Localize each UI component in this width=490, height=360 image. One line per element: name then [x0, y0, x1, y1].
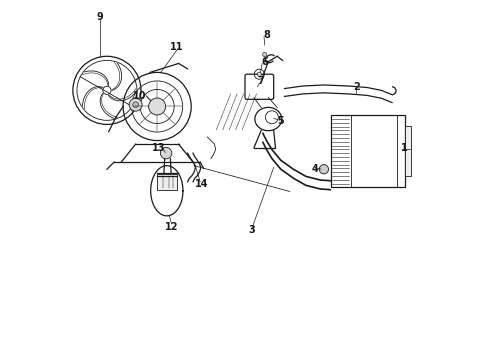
Text: 14: 14 — [195, 179, 209, 189]
Bar — [405, 126, 411, 176]
Text: 9: 9 — [97, 12, 103, 22]
Text: 11: 11 — [170, 42, 184, 52]
Circle shape — [129, 98, 142, 111]
Circle shape — [133, 102, 139, 108]
Circle shape — [263, 52, 267, 57]
Text: 1: 1 — [401, 143, 408, 153]
Text: 7: 7 — [258, 76, 265, 86]
Text: 2: 2 — [353, 82, 360, 92]
Text: 10: 10 — [132, 91, 146, 101]
Text: 5: 5 — [277, 116, 284, 126]
Circle shape — [148, 98, 166, 115]
Text: 8: 8 — [263, 30, 270, 40]
FancyBboxPatch shape — [157, 174, 177, 190]
Text: 13: 13 — [152, 143, 166, 153]
Text: 4: 4 — [312, 164, 318, 174]
Circle shape — [257, 72, 262, 76]
Text: 3: 3 — [249, 225, 256, 235]
Bar — [331, 116, 405, 187]
Circle shape — [319, 165, 329, 174]
Circle shape — [160, 147, 172, 159]
Text: 12: 12 — [165, 222, 178, 231]
Text: 6: 6 — [261, 57, 268, 67]
